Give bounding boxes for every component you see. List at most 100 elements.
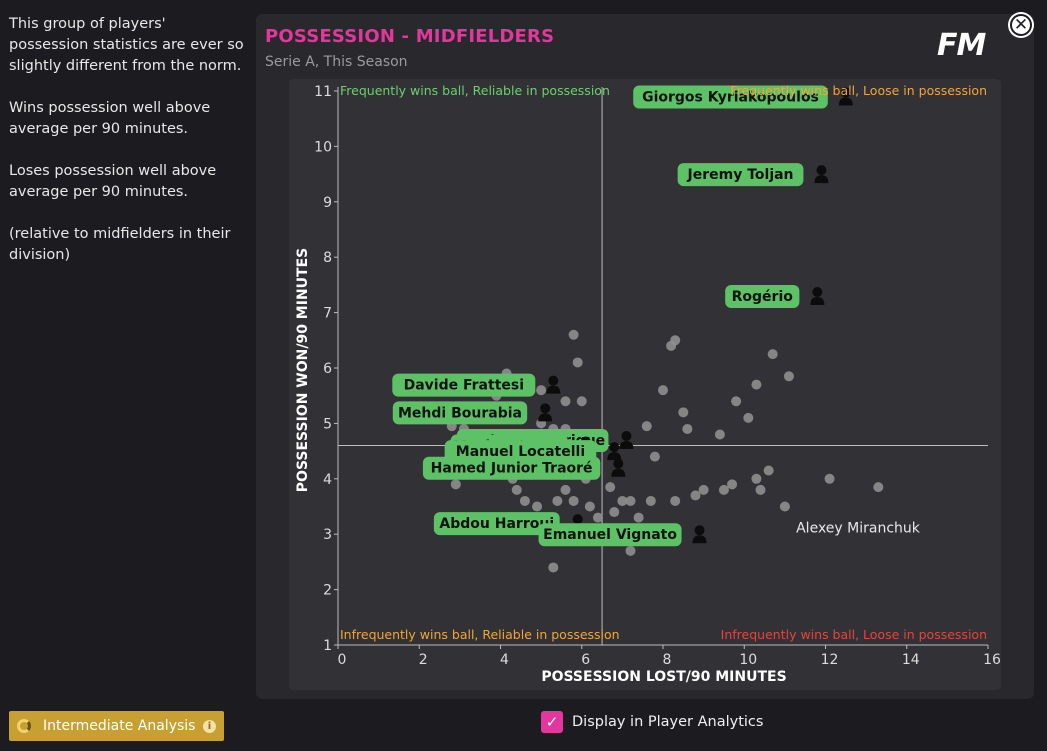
quadrant-label-top-right: Frequently wins ball, Loose in possessio… [730,83,987,98]
y-axis-label: POSSESSION WON/90 MINUTES [295,248,311,492]
player-silhouette-icon-head [548,375,559,386]
y-tick-label: 1 [323,638,332,654]
player-silhouette-icon-head [613,458,624,469]
data-point [511,484,522,495]
player-silhouette-icon-body [607,452,622,461]
data-point [751,379,762,390]
page-subtitle: Serie A, This Season [265,54,408,70]
data-point [641,421,652,432]
fm-logo: FM [937,28,986,63]
player-label-box [677,163,804,187]
x-tick-label: 6 [581,652,590,668]
data-point [560,396,571,407]
y-tick-label: 7 [323,306,332,322]
player-silhouette-icon-body [619,441,634,450]
plot-area [289,79,1001,690]
data-point [763,465,774,476]
player-silhouette-icon [692,525,707,544]
player-silhouette-icon-body [810,296,825,305]
x-tick-label: 10 [739,652,757,668]
info-icon[interactable]: i [203,719,216,733]
player-label: Giorgos Kyriakopoulos [642,90,819,106]
data-point [645,495,656,506]
display-checkbox[interactable]: ✓ [541,711,563,733]
data-point [593,512,603,523]
y-tick-label: 8 [323,250,332,266]
player-label: Hamed Junior Traoré [431,461,593,477]
player-label: Jeremy Toljan [687,167,794,183]
player-label: Abdou Harroui [439,516,554,532]
data-point [714,429,725,440]
data-point [609,507,620,518]
quadrant-label-bottom-right: Infrequently wins ball, Loose in possess… [721,627,987,642]
y-tick-label: 11 [314,84,332,100]
player-silhouette-icon-head [572,514,583,525]
data-point [625,545,636,556]
player-label-box [538,523,682,547]
player-label-box [725,284,800,308]
data-point [532,501,543,512]
page-title: POSSESSION - MIDFIELDERS [265,26,555,47]
data-point [450,479,461,490]
player-silhouette-icon [810,286,825,305]
data-point [678,407,689,418]
player-label: Manuel Locatelli [456,444,585,460]
data-point [783,371,794,382]
y-tick-label: 6 [323,361,332,377]
y-tick-label: 3 [323,527,332,543]
data-point [779,501,790,512]
data-point [755,484,766,495]
level-icon [17,719,31,733]
data-point [731,396,742,407]
x-tick-label: 12 [821,652,839,668]
data-point [727,479,738,490]
player-silhouette-icon [814,165,829,184]
y-tick-label: 2 [323,583,332,599]
x-tick-label: 4 [500,652,509,668]
player-label: Emanuel Vignato [543,527,677,543]
data-point [568,495,579,506]
player-label: Rogério [732,289,794,305]
analysis-level-label: Intermediate Analysis [43,718,196,734]
player-label-box [392,401,528,425]
data-point [625,495,636,506]
y-tick-label: 5 [323,416,332,432]
player-silhouette-icon-body [546,385,561,394]
player-silhouette-icon [546,375,561,394]
player-silhouette-icon-head [694,525,705,536]
analysis-level-button[interactable]: Intermediate Analysis i [9,711,224,741]
data-point [658,385,668,396]
player-silhouette-icon-head [621,431,632,442]
player-silhouette-icon [538,403,553,422]
player-silhouette-icon [611,458,626,477]
data-point [873,482,884,493]
data-point [605,482,616,493]
close-button[interactable]: ✕ [1008,12,1034,38]
description-paragraph: (relative to midfielders in their divisi… [9,226,231,263]
player-silhouette-icon-head [812,286,823,297]
data-point [519,495,530,506]
x-axis-label: POSSESSION LOST/90 MINUTES [541,669,786,685]
player-silhouette-icon-body [538,413,553,422]
data-point [670,495,681,506]
player-silhouette-icon-body [611,468,626,477]
player-silhouette-icon [607,442,622,461]
display-in-player-analytics[interactable]: ✓ Display in Player Analytics [541,711,763,733]
quadrant-label-top-left: Frequently wins ball, Reliable in posses… [340,83,610,98]
data-point [576,396,587,407]
data-point [536,385,547,396]
data-point [751,473,762,484]
player-silhouette-icon-body [692,535,707,544]
player-silhouette-icon [619,431,634,450]
y-tick-label: 9 [323,195,332,211]
player-silhouette-icon-head [540,403,551,414]
player-label-plain: Alexey Miranchuk [796,521,921,537]
x-tick-label: 0 [338,652,347,668]
player-label: Davide Frattesi [404,378,524,394]
description-paragraph: Loses possession well above average per … [9,163,217,200]
player-silhouette-icon-head [816,165,827,176]
data-point [666,340,677,351]
data-point [718,484,729,495]
player-silhouette-icon-head [609,442,620,453]
